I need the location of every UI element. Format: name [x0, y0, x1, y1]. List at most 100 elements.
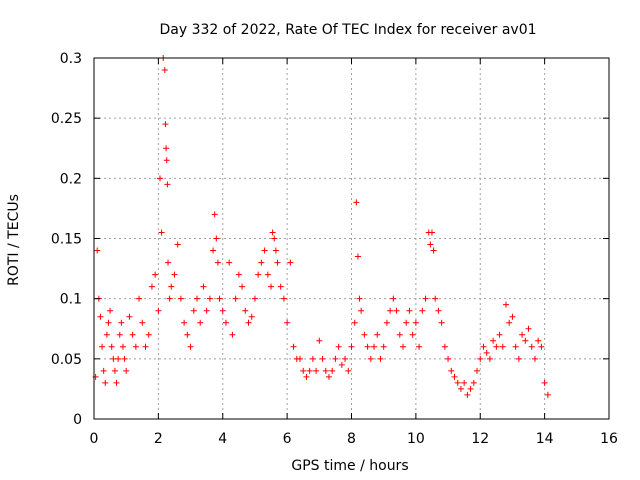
data-point	[477, 355, 484, 362]
data-point	[168, 283, 175, 290]
data-point	[235, 271, 242, 278]
data-point	[163, 145, 170, 152]
data-point	[464, 391, 471, 398]
data-point	[152, 271, 159, 278]
data-point	[111, 367, 118, 374]
data-point	[107, 307, 114, 314]
x-tick-label: 14	[536, 431, 554, 447]
data-point	[290, 343, 297, 350]
data-point	[354, 253, 361, 260]
y-tick-label: 0.3	[60, 51, 82, 67]
data-point	[200, 283, 207, 290]
data-point	[287, 259, 294, 266]
data-point	[448, 367, 455, 374]
data-point	[467, 385, 474, 392]
data-point	[174, 241, 181, 248]
data-point	[113, 379, 120, 386]
data-point	[213, 235, 220, 242]
data-point	[139, 319, 146, 326]
data-point	[325, 373, 332, 380]
data-point	[197, 319, 204, 326]
y-tick-label: 0.05	[51, 352, 82, 368]
data-point	[158, 229, 165, 236]
data-point	[132, 343, 139, 350]
data-point	[406, 307, 413, 314]
data-point	[480, 343, 487, 350]
y-tick-label: 0.2	[60, 171, 82, 187]
grid-lines	[94, 58, 609, 419]
data-point	[129, 331, 136, 338]
data-point	[264, 271, 271, 278]
data-point	[309, 355, 316, 362]
data-point	[390, 295, 397, 302]
data-point	[187, 343, 194, 350]
chart-title: Day 332 of 2022, Rate Of TEC Index for r…	[159, 22, 536, 38]
data-point	[121, 355, 128, 362]
data-point	[269, 229, 276, 236]
data-point	[506, 319, 513, 326]
data-point	[512, 343, 519, 350]
data-point	[470, 379, 477, 386]
data-point	[142, 343, 149, 350]
data-point	[383, 319, 390, 326]
data-point	[232, 295, 239, 302]
data-point	[105, 319, 112, 326]
x-tick-label: 2	[154, 431, 163, 447]
data-point	[103, 331, 110, 338]
data-point	[329, 367, 336, 374]
data-point	[118, 319, 125, 326]
data-point	[538, 343, 545, 350]
x-tick-label: 0	[90, 431, 99, 447]
data-point	[544, 391, 551, 398]
data-point	[280, 295, 287, 302]
data-point	[499, 343, 506, 350]
data-point	[367, 355, 374, 362]
x-tick-label: 16	[600, 431, 618, 447]
data-point	[194, 295, 200, 302]
data-point	[522, 337, 529, 344]
data-point	[248, 313, 255, 320]
data-point	[332, 355, 339, 362]
data-point	[297, 355, 303, 362]
data-point	[528, 343, 535, 350]
data-point	[454, 379, 461, 386]
data-point	[165, 259, 172, 266]
data-point	[116, 331, 123, 338]
data-point	[461, 379, 468, 386]
data-point	[177, 295, 184, 302]
data-point	[245, 319, 252, 326]
data-point	[393, 307, 400, 314]
data-point	[345, 367, 352, 374]
data-point	[123, 367, 130, 374]
data-point	[102, 379, 109, 386]
y-tick-label: 0.15	[51, 232, 82, 248]
data-point	[515, 355, 522, 362]
data-point	[210, 247, 217, 254]
data-point	[387, 307, 394, 314]
data-point	[313, 367, 320, 374]
data-points	[92, 55, 551, 398]
data-point	[203, 307, 210, 314]
data-point	[353, 199, 360, 206]
data-point	[348, 343, 355, 350]
data-point	[219, 307, 226, 314]
data-point	[427, 241, 434, 248]
data-point	[377, 355, 384, 362]
data-point	[351, 319, 358, 326]
y-tick-labels: 0 0.05 0.1 0.15 0.2 0.25 0.3	[51, 51, 82, 428]
data-point	[356, 295, 363, 302]
y-axis-label: ROTI / TECUs	[6, 194, 22, 286]
data-point	[136, 295, 143, 302]
data-point	[441, 343, 448, 350]
data-point	[242, 307, 249, 314]
x-tick-label: 10	[407, 431, 425, 447]
x-tick-label: 12	[471, 431, 489, 447]
data-point	[156, 175, 163, 182]
data-point	[432, 295, 439, 302]
data-point	[206, 295, 213, 302]
data-point	[271, 235, 278, 242]
data-point	[222, 319, 229, 326]
data-point	[451, 373, 458, 380]
data-point	[428, 229, 435, 236]
data-point	[94, 247, 101, 254]
